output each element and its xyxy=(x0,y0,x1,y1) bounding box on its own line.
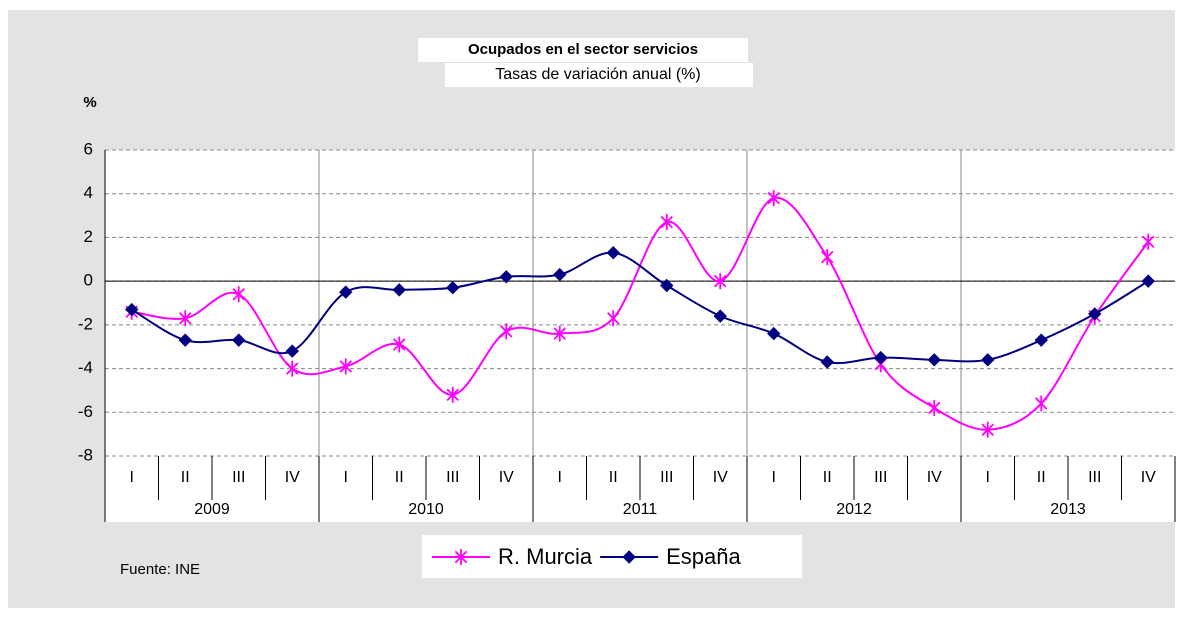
point-marker xyxy=(820,355,834,369)
point-marker xyxy=(393,336,406,353)
x-tick-label: II xyxy=(181,469,190,486)
x-tick-label: III xyxy=(874,469,887,486)
x-tick-label: I xyxy=(772,469,776,486)
legend-label: España xyxy=(666,544,741,569)
point-marker xyxy=(553,267,567,282)
point-marker xyxy=(1088,307,1102,321)
point-marker xyxy=(821,249,834,266)
chart-subtitle: Tasas de variación anual (%) xyxy=(495,66,700,83)
x-tick-label: II xyxy=(1037,469,1046,486)
point-marker xyxy=(339,285,353,299)
year-label: 2009 xyxy=(194,501,230,518)
y-tick-label: 2 xyxy=(84,227,93,246)
point-marker xyxy=(446,386,459,403)
point-marker xyxy=(125,302,139,317)
point-marker xyxy=(660,214,673,231)
point-marker xyxy=(392,283,406,297)
legend-label: R. Murcia xyxy=(498,544,593,569)
point-marker xyxy=(285,344,299,358)
series-line xyxy=(131,197,1150,431)
x-tick-label: I xyxy=(344,469,348,486)
x-tick-label: II xyxy=(395,469,404,486)
point-marker xyxy=(1142,233,1155,250)
y-axis-label: % xyxy=(83,94,96,111)
point-marker xyxy=(660,278,674,293)
x-tick-label: IV xyxy=(285,469,300,486)
year-label: 2013 xyxy=(1050,501,1086,518)
point-marker xyxy=(767,190,780,207)
point-marker xyxy=(286,360,299,377)
point-marker xyxy=(607,310,620,327)
point-marker xyxy=(454,549,468,565)
point-marker xyxy=(339,358,352,375)
year-label: 2010 xyxy=(408,501,444,518)
point-marker xyxy=(767,326,781,341)
x-tick-label: III xyxy=(232,469,245,486)
y-tick-label: -4 xyxy=(78,358,93,377)
point-marker xyxy=(874,350,888,365)
x-tick-label: II xyxy=(823,469,832,486)
y-tick-label: -2 xyxy=(78,314,93,333)
x-tick-label: IV xyxy=(713,469,728,486)
point-marker xyxy=(981,353,995,367)
point-marker xyxy=(232,286,245,303)
x-tick-label: I xyxy=(130,469,134,486)
y-tick-label: 4 xyxy=(84,183,93,202)
point-marker xyxy=(1141,274,1155,288)
point-marker xyxy=(179,310,192,327)
y-tick-label: 0 xyxy=(84,271,93,290)
subtitle-box xyxy=(445,63,753,87)
x-tick-label: IV xyxy=(499,469,514,486)
point-marker xyxy=(178,333,192,347)
point-marker xyxy=(1034,333,1048,347)
source-note: Fuente: INE xyxy=(120,561,200,578)
point-marker xyxy=(713,309,727,323)
x-tick-label: IV xyxy=(927,469,942,486)
point-marker xyxy=(1035,395,1048,412)
y-tick-label: -6 xyxy=(78,402,93,421)
point-marker xyxy=(928,399,941,416)
point-marker xyxy=(622,550,636,564)
point-marker xyxy=(553,325,566,342)
point-marker xyxy=(500,323,513,340)
point-marker xyxy=(606,246,620,260)
x-tick-label: I xyxy=(986,469,990,486)
point-marker xyxy=(714,273,727,290)
point-marker xyxy=(499,270,513,284)
y-tick-label: 6 xyxy=(84,139,93,158)
point-marker xyxy=(927,353,941,367)
x-tick-label: IV xyxy=(1141,469,1156,486)
year-label: 2011 xyxy=(623,501,658,518)
y-tick-label: -8 xyxy=(78,445,93,464)
year-label: 2012 xyxy=(836,501,872,518)
point-marker xyxy=(232,333,246,347)
title-box xyxy=(418,38,748,62)
x-tick-label: III xyxy=(446,469,459,486)
chart-title: Ocupados en el sector servicios xyxy=(468,41,698,58)
point-marker xyxy=(981,421,994,438)
x-tick-label: III xyxy=(1088,469,1101,486)
series-line xyxy=(131,251,1149,365)
x-tick-label: I xyxy=(558,469,562,486)
plot-area xyxy=(105,150,1175,456)
x-tick-label: III xyxy=(660,469,673,486)
point-marker xyxy=(446,280,460,295)
x-tick-label: II xyxy=(609,469,618,486)
